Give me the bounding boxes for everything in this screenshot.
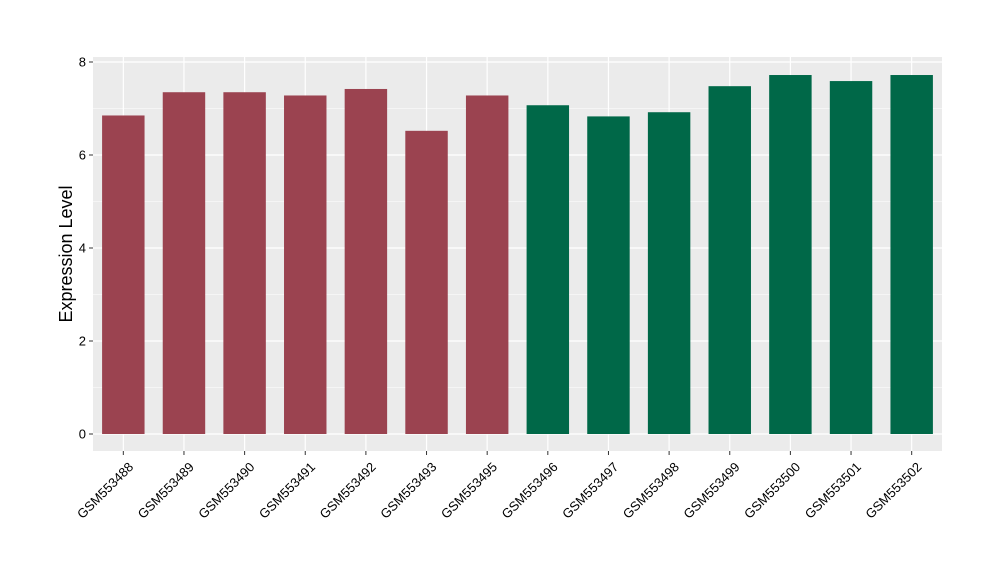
y-axis: 0 2 4 6 8 <box>79 55 93 442</box>
bar-GSM553497 <box>587 116 630 434</box>
bars <box>102 75 933 435</box>
bar-GSM553501 <box>829 81 873 434</box>
bar-GSM553500 <box>769 75 812 435</box>
bar-GSM553489 <box>162 92 206 434</box>
x-tick-label: GSM553490 <box>195 459 257 521</box>
x-tick-label: GSM553499 <box>680 459 742 521</box>
x-tick-label: GSM553501 <box>802 459 864 521</box>
x-tick-label: GSM553497 <box>559 459 621 521</box>
x-axis: GSM553488GSM553489GSM553490GSM553491GSM5… <box>74 451 925 522</box>
y-tick-label: 8 <box>79 55 86 70</box>
x-tick-label: GSM553492 <box>317 459 379 521</box>
x-tick-label: GSM553488 <box>74 459 136 521</box>
x-tick-label: GSM553493 <box>377 459 439 521</box>
bar-GSM553502 <box>890 75 933 435</box>
y-tick-label: 6 <box>79 148 86 163</box>
bar-GSM553496 <box>526 105 570 435</box>
x-tick-label: GSM553496 <box>499 459 561 521</box>
x-tick-label: GSM553495 <box>438 459 500 521</box>
x-tick-label: GSM553489 <box>135 459 197 521</box>
y-tick-label: 2 <box>79 334 86 349</box>
x-tick-label: GSM553498 <box>620 459 682 521</box>
bar-GSM553493 <box>405 130 448 434</box>
bar-GSM553492 <box>344 88 388 434</box>
bar-GSM553498 <box>647 112 691 434</box>
bar-GSM553499 <box>708 86 751 435</box>
bar-GSM553490 <box>223 92 266 434</box>
bar-GSM553495 <box>465 95 509 434</box>
y-axis-title: Expression Level <box>56 185 76 322</box>
y-tick-label: 4 <box>79 241 86 256</box>
x-tick-label: GSM553502 <box>862 459 924 521</box>
bar-GSM553491 <box>284 95 327 434</box>
bar-GSM553488 <box>102 115 145 434</box>
plot-panel <box>93 57 942 451</box>
y-tick-label: 0 <box>79 427 86 442</box>
x-tick-label: GSM553500 <box>741 459 803 521</box>
x-tick-label: GSM553491 <box>256 459 318 521</box>
